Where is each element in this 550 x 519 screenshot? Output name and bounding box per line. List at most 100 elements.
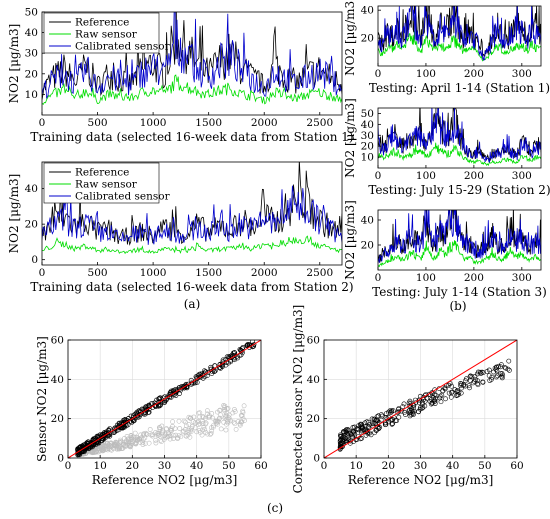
scatter-point <box>242 418 247 423</box>
scatter-point <box>502 365 508 371</box>
scatter-point <box>343 438 349 443</box>
scatter-point <box>396 409 402 414</box>
scatter-point <box>341 430 347 435</box>
scatter-point <box>156 425 162 430</box>
scatter-point <box>155 430 161 436</box>
x-tick-label: 200 <box>464 272 484 284</box>
scatter-point <box>106 442 112 448</box>
x-tick-label: 20 <box>126 460 139 472</box>
scatter-point <box>176 433 182 438</box>
chart-a2: 0 500 1000 1500 2000 2500 0 20 40 Training data (… <box>7 161 354 294</box>
scatter-point <box>498 364 503 370</box>
scatter-point <box>222 405 227 411</box>
scatter-point <box>498 362 504 368</box>
scatter-point <box>99 446 105 451</box>
scatter-point <box>338 442 344 448</box>
y-axis-label: NO2 [μg/m3] <box>343 98 357 178</box>
scatter-point <box>143 430 149 436</box>
scatter-point <box>158 439 164 444</box>
scatter-point <box>142 435 148 441</box>
scatter-point <box>448 394 454 400</box>
scatter-point <box>106 446 112 452</box>
series-line-reference <box>42 162 342 246</box>
scatter-point <box>156 396 162 402</box>
x-axis-label: Reference NO2 [μg/m3] <box>92 473 238 487</box>
scatter-point <box>141 411 147 417</box>
scatter-point <box>170 419 175 425</box>
scatter-point <box>240 408 246 414</box>
scatter-point <box>383 414 389 420</box>
scatter-point <box>217 415 222 421</box>
scatter-point <box>415 409 421 414</box>
scatter-point <box>170 433 176 438</box>
scatter-point <box>338 444 344 450</box>
plot-area <box>324 340 517 458</box>
scatter-point <box>167 433 173 439</box>
y-tick-label: 20 <box>307 413 320 425</box>
scatter-point <box>459 381 464 387</box>
y-tick-label: 20 <box>361 141 374 153</box>
scatter-point <box>377 424 383 430</box>
scatter-point <box>410 412 416 417</box>
scatter-point <box>348 432 354 437</box>
scatter-point <box>191 414 197 420</box>
scatter-point <box>112 443 117 449</box>
x-tick-label: 2500 <box>306 267 333 279</box>
y-tick-label: 30 <box>361 130 374 142</box>
scatter-point <box>339 436 345 442</box>
scatter-point <box>197 421 203 427</box>
scatter-point <box>95 449 101 455</box>
scatter-point <box>395 410 401 415</box>
x-tick-label: 200 <box>464 170 484 182</box>
y-tick-label: 60 <box>51 335 64 347</box>
scatter-point <box>506 367 512 373</box>
scatter-point <box>211 424 216 430</box>
scatter-point <box>186 429 192 435</box>
scatter-point <box>172 426 178 431</box>
scatter-point <box>357 436 363 442</box>
scatter-point <box>360 425 366 431</box>
y-tick-label: 60 <box>307 335 320 347</box>
scatter-point <box>486 373 492 379</box>
scatter-point <box>493 374 499 380</box>
scatter-point <box>224 354 230 360</box>
y-tick-label: 40 <box>51 374 64 386</box>
scatter-point <box>220 364 225 369</box>
scatter-point <box>146 409 152 415</box>
scatter-point <box>142 441 148 446</box>
plot-area <box>378 210 541 268</box>
y-tick-label: 10 <box>361 152 374 164</box>
scatter-point <box>130 434 136 440</box>
scatter-point <box>245 342 250 347</box>
scatter-point <box>407 413 413 419</box>
scatter-point <box>211 368 217 374</box>
x-tick-label: 0 <box>39 117 46 129</box>
scatter-point <box>370 421 376 427</box>
scatter-point <box>449 383 454 389</box>
scatter-point <box>177 426 183 431</box>
series-line-calibrated-sensor <box>378 108 541 163</box>
scatter-point <box>146 440 152 446</box>
scatter-point <box>112 441 117 447</box>
x-tick-label: 0 <box>375 170 382 182</box>
scatter-point <box>224 416 230 422</box>
scatter-point <box>147 427 153 432</box>
y-tick-label: 20 <box>25 68 38 80</box>
chart-b3: 0 100 200 300 20 40 Testing: July 1-14 (Statio… <box>343 200 547 299</box>
scatter-point <box>506 358 512 364</box>
plot-area <box>378 108 541 167</box>
y-tick-label: 40 <box>361 215 374 227</box>
scatter-point <box>351 429 357 435</box>
scatter-point <box>144 431 150 437</box>
scatter-point <box>223 427 229 433</box>
x-tick-label: 60 <box>510 460 523 472</box>
scatter-point <box>157 395 163 401</box>
scatter-point <box>158 402 163 407</box>
scatter-point <box>163 426 169 432</box>
scatter-point <box>224 421 229 427</box>
scatter-point <box>364 419 370 425</box>
x-tick-label: 2000 <box>251 117 278 129</box>
